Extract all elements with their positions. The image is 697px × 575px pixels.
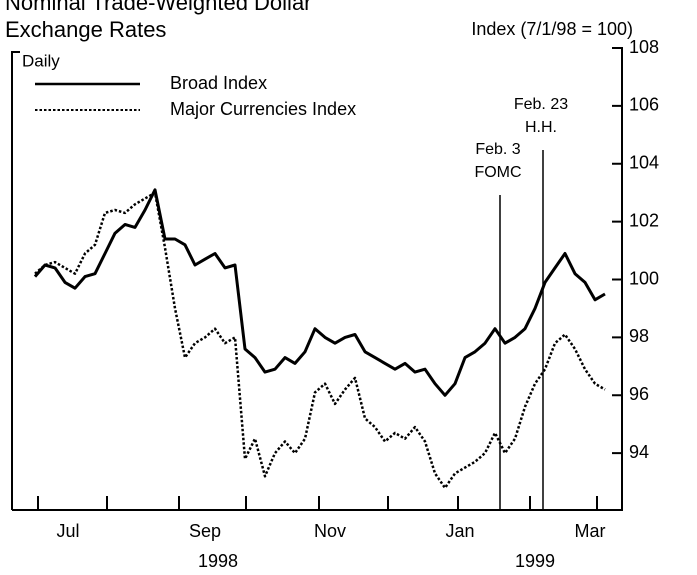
legend-label: Major Currencies Index xyxy=(170,99,356,119)
event-label: H.H. xyxy=(525,119,557,136)
y-tick-label: 106 xyxy=(629,95,659,115)
x-tick-label: Sep xyxy=(189,521,221,541)
x-tick-label: Jul xyxy=(56,521,79,541)
year-label: 1999 xyxy=(515,551,555,571)
y-tick-label: 100 xyxy=(629,268,659,288)
year-label: 1998 xyxy=(198,551,238,571)
frequency-label: Daily xyxy=(22,51,60,70)
x-tick-label: Nov xyxy=(314,521,346,541)
legend-label: Broad Index xyxy=(170,73,267,93)
y-tick-label: 94 xyxy=(629,442,649,462)
chart-title: Nominal Trade-Weighted Dollar xyxy=(5,0,312,15)
series-line xyxy=(34,191,606,490)
event-date: Feb. 3 xyxy=(475,141,520,158)
x-tick-label: Jan xyxy=(445,521,474,541)
y-tick-label: 98 xyxy=(629,326,649,346)
series-line xyxy=(33,188,606,397)
chart-subtitle: Exchange Rates xyxy=(5,17,166,42)
x-tick-label: Mar xyxy=(575,521,606,541)
y-tick-label: 102 xyxy=(629,210,659,230)
left-axis xyxy=(11,51,20,510)
event-label: FOMC xyxy=(474,164,521,181)
y-tick-label: 108 xyxy=(629,37,659,57)
event-date: Feb. 23 xyxy=(514,96,568,113)
y-axis-label: Index (7/1/98 = 100) xyxy=(471,19,633,39)
y-tick-label: 96 xyxy=(629,384,649,404)
y-tick-label: 104 xyxy=(629,153,659,173)
